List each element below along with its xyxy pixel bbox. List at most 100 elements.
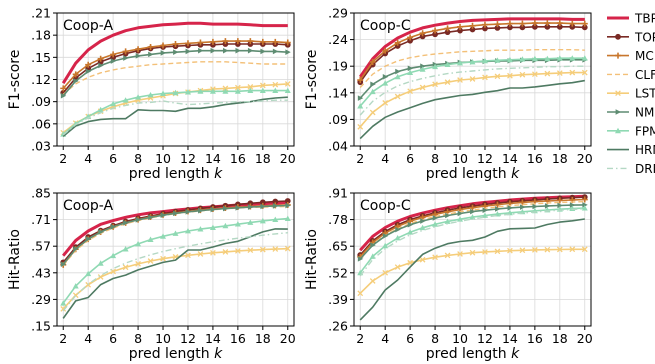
x-tick-label: 6: [406, 151, 414, 166]
marker: [382, 269, 389, 276]
series-line-hrm: [62, 96, 288, 138]
y-tick-label: .78: [328, 212, 348, 227]
marker: [97, 274, 104, 280]
marker: [197, 39, 204, 46]
series-line-drm: [359, 65, 585, 116]
x-tick-label: 14: [205, 331, 221, 346]
chart-panel: .04 .09 .14 .19 .24 .29 2 4 6 8 10 12 14 16 18 20 Coop-C…: [304, 6, 593, 183]
marker: [272, 81, 279, 88]
x-tick-label: 18: [552, 151, 568, 166]
marker: [222, 38, 229, 45]
x-tick-label: 8: [431, 331, 439, 346]
x-tick-label: 6: [406, 331, 414, 346]
marker: [98, 229, 104, 235]
marker: [285, 202, 291, 209]
marker: [110, 252, 117, 259]
x-tick-label: 12: [477, 151, 493, 166]
marker: [457, 77, 463, 83]
series-line-lst: [359, 248, 585, 294]
marker: [469, 249, 476, 256]
x-tick-label: 10: [155, 331, 171, 346]
marker: [135, 94, 142, 100]
y-tick-label: .18: [31, 28, 51, 43]
x-tick-label: 10: [452, 331, 468, 346]
marker: [235, 248, 241, 254]
marker: [457, 210, 464, 217]
x-tick-label: 20: [280, 151, 296, 166]
marker: [615, 109, 621, 115]
marker: [148, 214, 154, 221]
marker: [407, 69, 414, 75]
marker: [444, 252, 451, 259]
marker: [556, 55, 563, 61]
marker: [147, 236, 154, 242]
y-axis-label: Hit-Ratio: [7, 229, 23, 290]
panel-title: Coop-C: [360, 198, 411, 214]
x-tick-label: 8: [134, 331, 142, 346]
series-mc: [357, 20, 588, 84]
series-clf: [359, 49, 585, 88]
marker: [234, 38, 241, 45]
marker: [272, 216, 279, 222]
y-tick-label: .57: [31, 239, 51, 254]
marker: [198, 47, 204, 54]
marker: [98, 62, 104, 69]
marker: [60, 92, 67, 99]
marker: [60, 306, 67, 312]
marker: [247, 84, 254, 90]
marker: [272, 38, 279, 45]
series-line-hrm: [359, 218, 585, 321]
series-top: [357, 23, 588, 86]
marker: [394, 93, 401, 100]
marker: [382, 80, 389, 86]
series-lst: [357, 246, 588, 297]
marker: [531, 55, 538, 62]
x-tick-label: 10: [452, 151, 468, 166]
x-tick-label: 16: [527, 151, 543, 166]
x-tick-label: 6: [109, 151, 117, 166]
marker: [615, 52, 621, 59]
x-axis-label: pred length k: [129, 346, 223, 362]
marker: [394, 73, 401, 80]
marker: [135, 261, 141, 267]
legend-label: LST: [635, 87, 655, 101]
marker: [247, 87, 254, 93]
legend-label: FPM: [635, 124, 655, 138]
y-tick-label: .12: [31, 72, 51, 87]
marker: [615, 127, 621, 134]
chart-panel: .26 .39 .52 .65 .78 .91 2 4 6 8 10 12 14 16 18 20 Coop-C…: [304, 186, 593, 363]
marker: [394, 39, 401, 46]
marker: [494, 248, 501, 255]
marker: [432, 215, 439, 221]
plot-frame: [353, 12, 592, 147]
marker: [147, 92, 154, 98]
legend-item-lst: LST: [607, 87, 655, 101]
marker: [272, 48, 279, 55]
marker: [419, 256, 426, 263]
series-line-tbp: [358, 17, 585, 78]
marker: [419, 66, 426, 72]
legend-item-top: TOP: [607, 30, 655, 44]
marker: [507, 205, 513, 211]
marker: [73, 246, 79, 252]
marker: [369, 58, 376, 65]
marker: [247, 247, 254, 254]
y-tick-label: .29: [328, 6, 348, 21]
marker: [197, 251, 204, 257]
marker: [382, 100, 389, 106]
marker: [284, 39, 291, 46]
marker: [85, 61, 92, 68]
marker: [73, 78, 79, 84]
marker: [615, 33, 621, 40]
series-lst: [60, 81, 291, 136]
marker: [445, 212, 451, 219]
marker: [160, 233, 167, 239]
marker: [284, 245, 291, 252]
marker: [494, 201, 501, 208]
y-tick-label: .29: [31, 292, 51, 307]
x-tick-label: 4: [381, 151, 389, 166]
y-axis-label: F1-score: [7, 50, 23, 110]
marker: [420, 218, 426, 224]
marker: [369, 109, 376, 116]
marker: [507, 72, 513, 79]
